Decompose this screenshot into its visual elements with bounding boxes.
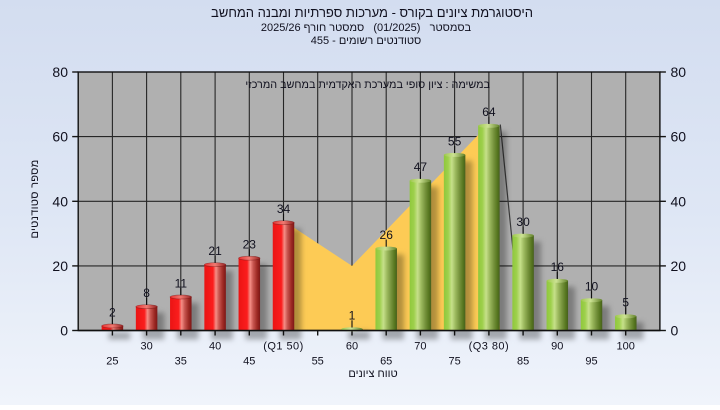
svg-text:בסמסטר (01/2025) סמסטר חור: בסמסטר (01/2025) סמסטר חורף 2025/26 (261, 22, 472, 34)
svg-text:47: 47 (414, 160, 428, 174)
svg-text:55: 55 (312, 356, 324, 368)
svg-text:סטודנטים רשומים - 455: סטודנטים רשומים - 455 (311, 35, 422, 47)
svg-text:80: 80 (671, 64, 687, 80)
svg-text:40: 40 (671, 193, 687, 209)
svg-text:65: 65 (380, 356, 392, 368)
svg-text:45: 45 (243, 356, 255, 368)
svg-text:טווח ציונים: טווח ציונים (348, 368, 397, 380)
svg-text:60: 60 (52, 129, 68, 145)
svg-text:30: 30 (140, 341, 152, 353)
svg-text:90: 90 (551, 341, 563, 353)
svg-text:40: 40 (52, 193, 68, 209)
svg-text:1: 1 (349, 309, 356, 323)
svg-text:34: 34 (277, 202, 291, 216)
svg-text:11: 11 (175, 276, 188, 290)
svg-text:95: 95 (585, 356, 597, 368)
svg-text:(Q3 80): (Q3 80) (469, 341, 509, 353)
svg-text:80: 80 (52, 64, 68, 80)
svg-text:8: 8 (143, 286, 150, 300)
svg-text:16: 16 (551, 260, 565, 274)
svg-text:75: 75 (448, 356, 460, 368)
svg-text:40: 40 (209, 341, 221, 353)
svg-text:55: 55 (448, 134, 462, 148)
svg-text:85: 85 (517, 356, 529, 368)
svg-text:23: 23 (243, 238, 257, 252)
svg-text:במשימה : ציון סופי במערכת האקד: במשימה : ציון סופי במערכת האקדמית במחשב … (245, 79, 490, 91)
svg-text:25: 25 (106, 356, 118, 368)
svg-text:64: 64 (482, 105, 496, 119)
svg-text:מספר סטודנטים: מספר סטודנטים (29, 159, 41, 238)
svg-text:20: 20 (671, 258, 687, 274)
svg-text:5: 5 (622, 296, 629, 310)
svg-text:100: 100 (617, 341, 635, 353)
svg-text:10: 10 (585, 280, 599, 294)
svg-text:26: 26 (380, 228, 394, 242)
svg-text:70: 70 (414, 341, 426, 353)
svg-text:60: 60 (671, 129, 687, 145)
svg-text:היסטוגרמת ציונים בקורס - מערכו: היסטוגרמת ציונים בקורס - מערכות ספרתיות … (211, 5, 533, 20)
svg-text:(Q1 50): (Q1 50) (263, 341, 303, 353)
svg-text:35: 35 (175, 356, 187, 368)
svg-text:2: 2 (109, 305, 116, 319)
svg-text:21: 21 (208, 244, 222, 258)
svg-text:60: 60 (346, 341, 358, 353)
svg-text:0: 0 (60, 323, 68, 339)
svg-text:20: 20 (52, 258, 68, 274)
svg-text:30: 30 (516, 215, 530, 229)
svg-text:0: 0 (671, 323, 679, 339)
